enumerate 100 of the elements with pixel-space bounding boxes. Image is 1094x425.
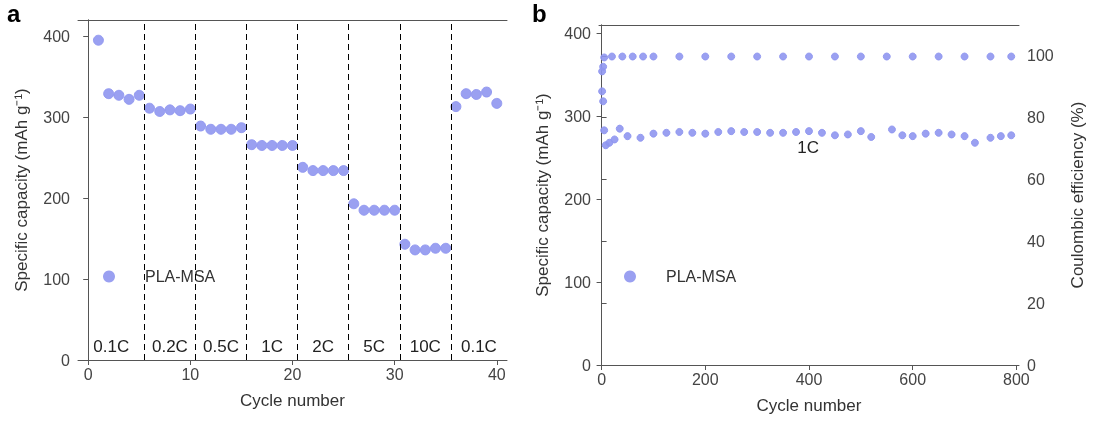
point — [599, 62, 608, 71]
point — [399, 238, 411, 250]
point — [817, 128, 826, 137]
point — [662, 128, 671, 137]
point — [628, 52, 637, 61]
point — [276, 139, 288, 151]
point — [368, 204, 380, 216]
point — [636, 133, 645, 142]
point — [908, 52, 917, 61]
point — [882, 52, 891, 61]
point — [649, 52, 658, 61]
point — [297, 161, 309, 173]
point — [921, 129, 930, 138]
annotation: 10C — [409, 336, 441, 356]
y-tick-label: 300 — [564, 107, 592, 125]
point — [843, 130, 852, 139]
point — [440, 242, 452, 254]
point — [225, 123, 237, 135]
annotation: 0.1C — [93, 336, 130, 356]
point — [184, 103, 196, 115]
point — [960, 132, 969, 141]
x-tick-label: 30 — [385, 365, 404, 383]
point — [409, 244, 421, 256]
point — [947, 130, 956, 139]
point — [970, 138, 979, 147]
y-tick-label: 100 — [564, 273, 592, 291]
point — [607, 52, 616, 61]
point — [727, 127, 736, 136]
point — [103, 88, 115, 100]
point — [615, 124, 624, 133]
point — [327, 165, 339, 177]
point — [779, 128, 788, 137]
point — [235, 122, 247, 134]
y2-tick-label: 40 — [1027, 232, 1045, 250]
x-tick-label: 20 — [283, 365, 302, 383]
point — [753, 127, 762, 136]
point — [934, 128, 943, 137]
point — [133, 89, 145, 101]
legend-label: PLA-MSA — [666, 268, 737, 285]
chart-title: b — [532, 0, 547, 27]
point — [986, 133, 995, 142]
point — [338, 165, 350, 177]
point — [792, 127, 801, 136]
annotation: 1C — [261, 336, 283, 356]
point — [623, 132, 632, 141]
legend-label: PLA-MSA — [145, 268, 216, 285]
x-tick-label: 600 — [899, 370, 927, 388]
x-tick-label: 800 — [1003, 370, 1030, 388]
y-tick-label: 400 — [43, 27, 71, 45]
point — [898, 131, 907, 140]
point — [246, 139, 258, 151]
x-tick-label: 10 — [181, 365, 200, 383]
point — [675, 127, 684, 136]
point — [639, 52, 648, 61]
point — [389, 204, 401, 216]
point — [688, 128, 697, 137]
x-tick-label: 400 — [795, 370, 823, 388]
point — [205, 123, 217, 135]
annotation: 0.2C — [151, 336, 188, 356]
point — [856, 52, 865, 61]
point — [307, 165, 319, 177]
annotation: 0.5C — [203, 336, 239, 356]
y-axis-title: Specific capacity (mAh g⁻¹) — [533, 93, 552, 297]
annotation: 5C — [363, 336, 386, 356]
chart-title: a — [7, 0, 21, 27]
point — [1007, 131, 1016, 140]
point — [358, 204, 370, 216]
point — [740, 127, 749, 136]
x-tick-label: 0 — [597, 370, 607, 388]
y-tick-label: 300 — [43, 108, 71, 126]
y2-tick-label: 20 — [1027, 294, 1045, 312]
point — [766, 128, 775, 137]
point — [805, 127, 813, 136]
y-tick-label: 400 — [564, 24, 592, 42]
annotation: 1C — [797, 137, 820, 157]
point — [481, 86, 493, 98]
point — [830, 52, 839, 61]
point — [266, 139, 278, 151]
point — [934, 52, 943, 61]
point — [867, 132, 876, 141]
point — [164, 104, 176, 116]
point — [174, 105, 186, 117]
point — [779, 52, 788, 61]
y-axis-title: Specific capacity (mAh g⁻¹) — [12, 88, 31, 292]
x-tick-label: 40 — [487, 365, 506, 383]
point — [675, 52, 684, 61]
point — [419, 244, 431, 256]
y-tick-label: 200 — [564, 190, 592, 208]
point — [195, 120, 207, 132]
point — [887, 125, 896, 134]
annotation: 0.1C — [460, 336, 497, 356]
point — [600, 126, 609, 135]
point — [1007, 52, 1016, 61]
point — [470, 88, 482, 100]
point — [805, 52, 813, 61]
point — [908, 132, 917, 141]
annotation: 2C — [312, 336, 335, 356]
point — [378, 204, 390, 216]
point — [460, 88, 472, 100]
point — [996, 132, 1005, 141]
